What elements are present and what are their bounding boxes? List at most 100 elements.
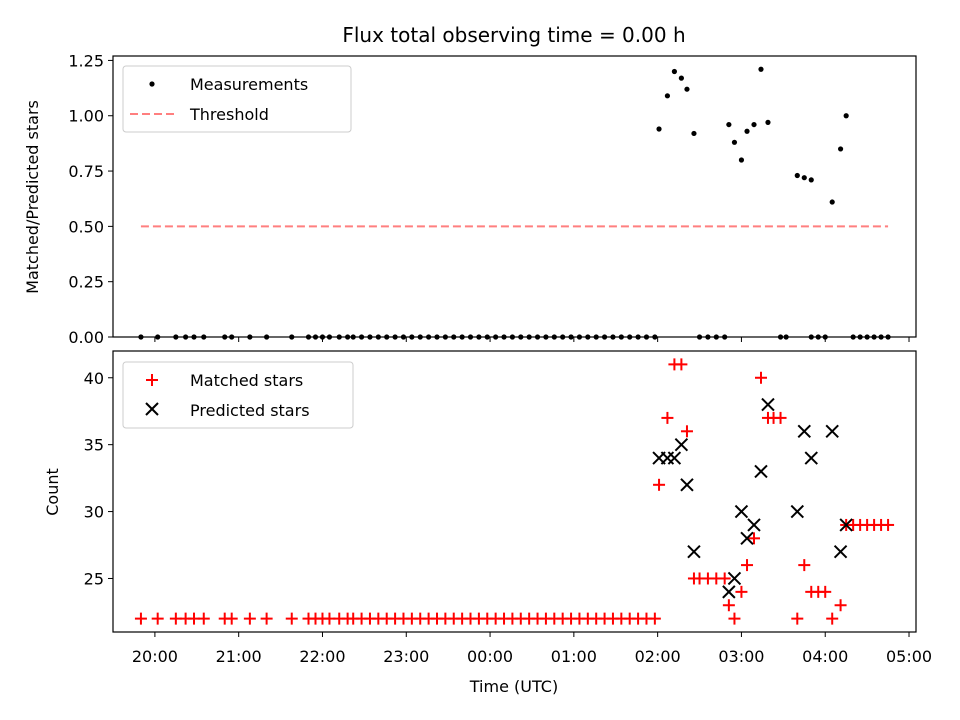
data-point [804,451,818,465]
bottom-legend-box [122,361,354,429]
data-point [691,130,697,137]
data-point [843,113,849,119]
y-tick-label: 1.25 [68,51,104,70]
data-point [734,504,749,519]
data-point [656,126,662,132]
data-point [722,585,736,599]
data-point [243,612,256,625]
data-point [674,437,689,452]
legend-threshold-label: Threshold [189,105,269,124]
data-point [825,424,839,438]
data-point [790,504,805,519]
y-tick-label: 30 [84,503,104,522]
data-point [740,531,754,546]
legend-predicted-label: Predicted stars [190,401,310,420]
x-tick-label: 20:00 [132,647,178,666]
bottom-chart-plot: 25 30 35 40 20:00 21:00 22:00 23:00 00:00 01:00 02… [84,350,932,666]
legend-matched-label: Matched stars [190,371,303,390]
data-point [735,585,748,598]
data-point [664,93,671,99]
data-point [731,139,738,145]
x-tick-label: 00:00 [467,647,513,666]
data-point [819,585,832,598]
x-tick-label: 03:00 [718,647,764,666]
data-point [671,68,678,75]
data-point [791,612,804,625]
x-tick-label: 05:00 [886,647,932,666]
data-point [648,612,661,625]
data-point [678,75,684,81]
data-point [748,532,761,545]
data-point [285,612,298,625]
series-predicted-stars [652,397,853,599]
data-point [839,518,853,532]
data-point [667,451,682,465]
data-point [738,157,745,163]
data-point [754,464,768,479]
data-point [829,199,835,205]
plot-frame [112,350,917,633]
y-tick-label: 0.25 [68,273,104,292]
x-tick-label: 04:00 [802,647,848,666]
data-point [726,121,732,128]
series-matched-stars [134,358,895,625]
x-tick-label: 02:00 [635,647,681,666]
legend-measurements-label: Measurements [190,75,308,94]
data-point [882,518,895,531]
data-point [151,612,164,625]
data-point [801,175,807,181]
top-legend: Measurements Threshold [122,65,352,133]
data-point [833,545,848,559]
data-point [718,572,731,585]
data-point [661,411,674,424]
data-point [758,66,764,72]
plot-frame [112,55,917,338]
y-tick-label: 0.50 [68,217,104,236]
data-point [687,545,701,559]
data-point [727,571,742,586]
top-y-axis-label: Matched/Predicted stars [23,100,42,294]
data-point [837,146,844,152]
data-point [826,612,839,625]
data-point [225,612,238,625]
data-point [751,121,757,128]
data-point [741,559,754,572]
y-tick-label: 25 [84,569,104,588]
data-point [754,371,767,384]
data-point [797,424,811,438]
y-tick-label: 40 [84,369,104,388]
top-legend-box [122,65,352,133]
y-tick-label: 0.75 [68,162,104,181]
data-point [774,411,787,424]
bottom-y-axis-label: Count [43,468,62,516]
legend-plus-marker [146,374,158,386]
data-point [744,128,750,134]
data-point [761,397,775,412]
legend-dot-marker [149,81,155,87]
y-tick-label: 35 [84,436,104,455]
data-point [684,86,690,92]
data-point [675,358,688,371]
data-point [747,518,761,532]
data-point [765,119,771,125]
top-chart-title: Flux total observing time = 0.00 h [342,23,685,47]
data-point [134,612,147,625]
data-point [680,478,694,492]
data-point [798,559,811,572]
x-tick-label: 21:00 [216,647,262,666]
x-tick-label: 22:00 [299,647,345,666]
y-tick-label: 0.00 [68,328,104,347]
data-point [680,425,693,438]
x-tick-label: 01:00 [551,647,597,666]
top-chart-plot: 0.00 0.25 0.50 0.75 1.00 1.25 [68,51,917,347]
data-point [260,612,273,625]
data-point [808,177,814,183]
x-tick-label: 23:00 [383,647,429,666]
data-point [794,172,800,179]
data-point [728,612,741,625]
data-point [653,478,666,491]
legend-x-marker [145,402,159,416]
data-point [722,599,735,612]
x-axis-label: Time (UTC) [469,677,558,696]
